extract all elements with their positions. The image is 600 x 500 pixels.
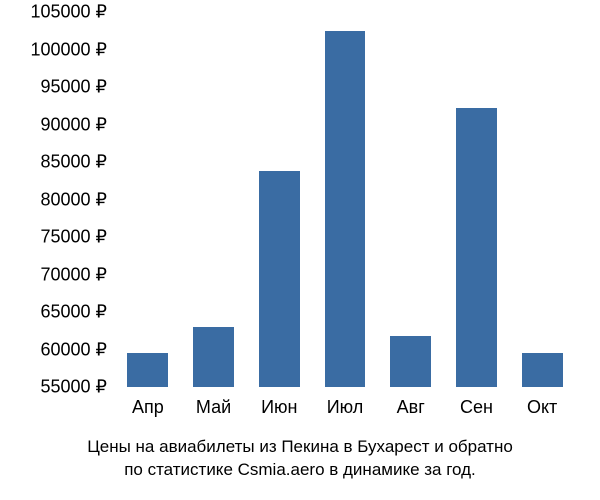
x-tick-label: Май — [196, 387, 231, 418]
x-tick-label: Июн — [261, 387, 297, 418]
bar — [390, 336, 431, 387]
x-tick-label: Окт — [527, 387, 557, 418]
y-tick-label: 70000 ₽ — [40, 264, 115, 285]
bar — [193, 327, 234, 387]
x-tick-label: Авг — [397, 387, 425, 418]
plot-area: 55000 ₽60000 ₽65000 ₽70000 ₽75000 ₽80000… — [115, 12, 575, 387]
x-tick-label: Июл — [327, 387, 364, 418]
y-tick-label: 55000 ₽ — [40, 377, 115, 398]
bar — [127, 353, 168, 387]
y-tick-label: 80000 ₽ — [40, 189, 115, 210]
y-tick-label: 65000 ₽ — [40, 302, 115, 323]
y-tick-label: 60000 ₽ — [40, 339, 115, 360]
y-tick-label: 90000 ₽ — [40, 114, 115, 135]
bar — [325, 31, 366, 387]
bar — [456, 108, 497, 387]
caption-line-1: Цены на авиабилеты из Пекина в Бухарест … — [0, 436, 600, 459]
caption-line-2: по статистике Csmia.aero в динамике за г… — [0, 459, 600, 482]
y-tick-label: 95000 ₽ — [40, 77, 115, 98]
price-chart: 55000 ₽ 60000 ₽ 65000 ₽ 70000 ₽ 75000 ₽ 80000… — [0, 0, 600, 500]
bar — [522, 353, 563, 387]
x-tick-label: Сен — [460, 387, 493, 418]
y-tick-label: 105000 ₽ — [30, 2, 115, 23]
chart-caption: Цены на авиабилеты из Пекина в Бухарест … — [0, 436, 600, 482]
bar — [259, 171, 300, 387]
y-tick-label: 100000 ₽ — [30, 39, 115, 60]
x-tick-label: Апр — [132, 387, 164, 418]
y-tick-label: 85000 ₽ — [40, 152, 115, 173]
y-tick-label: 75000 ₽ — [40, 227, 115, 248]
